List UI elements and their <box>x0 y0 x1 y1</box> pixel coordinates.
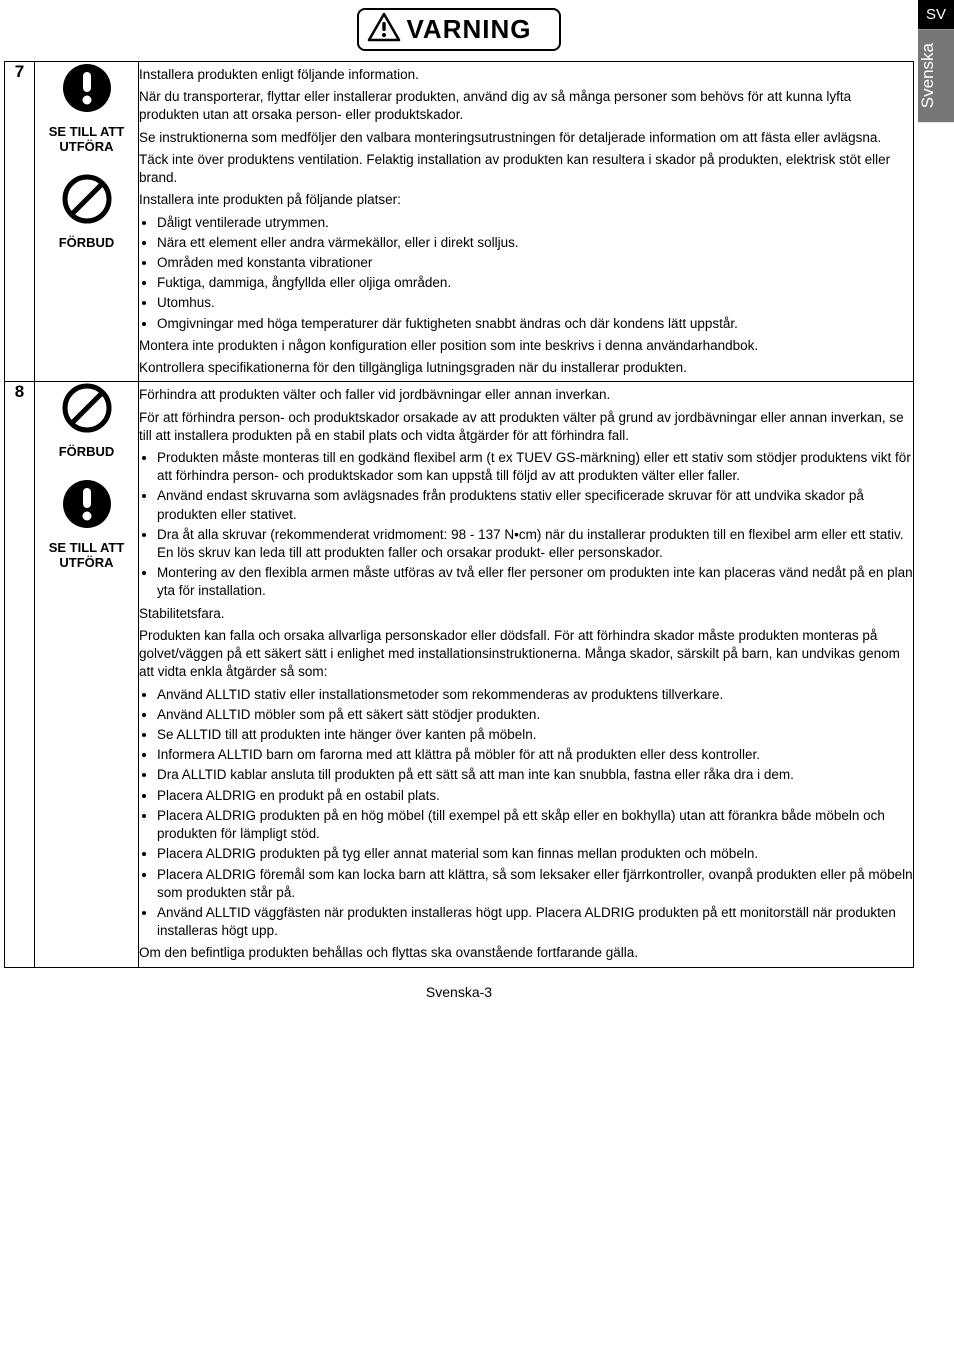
body-text: Se instruktionerna som medföljer den val… <box>139 129 913 147</box>
table-row: 7 SE TILL ATTUTFÖRA <box>5 62 914 382</box>
list-item: Utomhus. <box>157 294 913 312</box>
icon-cell: FÖRBUD SE TILL ATTUTFÖRA <box>35 382 139 967</box>
prohibit-label: FÖRBUD <box>59 445 115 460</box>
icon-cell: SE TILL ATTUTFÖRA FÖRBUD <box>35 62 139 382</box>
page: SV Svenska VARNING 7 <box>0 0 954 1008</box>
table-row: 8 FÖRBUD <box>5 382 914 967</box>
language-tab: SV Svenska <box>918 0 954 122</box>
list-item: Placera ALDRIG en produkt på en ostabil … <box>157 787 913 805</box>
list-item: Dra ALLTID kablar ansluta till produkten… <box>157 766 913 784</box>
warning-table: 7 SE TILL ATTUTFÖRA <box>4 61 914 968</box>
list-item: Se ALLTID till att produkten inte hänger… <box>157 726 913 744</box>
body-text: Produkten kan falla och orsaka allvarlig… <box>139 627 913 682</box>
text-cell: Förhindra att produkten välter och falle… <box>139 382 914 967</box>
body-text: Täck inte över produktens ventilation. F… <box>139 151 913 187</box>
list-item: Använd ALLTID möbler som på ett säkert s… <box>157 706 913 724</box>
body-text: Montera inte produkten i någon konfigura… <box>139 337 913 355</box>
list-item: Dåligt ventilerade utrymmen. <box>157 214 913 232</box>
list-item: Använd ALLTID stativ eller installations… <box>157 686 913 704</box>
title-banner: VARNING <box>357 8 562 51</box>
row-number: 7 <box>5 62 35 382</box>
list-item: Använd endast skruvarna som avlägsnades … <box>157 487 913 523</box>
list-item: Placera ALDRIG föremål som kan locka bar… <box>157 866 913 902</box>
prohibit-icon <box>61 382 113 439</box>
list-item: Informera ALLTID barn om farorna med att… <box>157 746 913 764</box>
list-item: Använd ALLTID väggfästen när produkten i… <box>157 904 913 940</box>
warning-triangle-icon <box>367 12 401 47</box>
body-text: När du transporterar, flyttar eller inst… <box>139 88 913 124</box>
page-footer: Svenska-3 <box>0 968 918 1008</box>
prohibit-icon <box>61 173 113 230</box>
body-text: Installera produkten enligt följande inf… <box>139 66 913 84</box>
prohibit-label: FÖRBUD <box>59 236 115 251</box>
mandatory-icon <box>61 478 113 535</box>
body-text: Stabilitetsfara. <box>139 605 913 623</box>
mandatory-label: SE TILL ATTUTFÖRA <box>49 541 125 571</box>
list-item: Omgivningar med höga temperaturer där fu… <box>157 315 913 333</box>
list-item: Placera ALDRIG produkten på en hög möbel… <box>157 807 913 843</box>
language-name: Svenska <box>918 29 954 122</box>
list-item: Områden med konstanta vibrationer <box>157 254 913 272</box>
content-area: VARNING 7 SE TILL ATT <box>0 0 918 1008</box>
list-item: Montering av den flexibla armen måste ut… <box>157 564 913 600</box>
title-text: VARNING <box>407 14 532 45</box>
body-text: Kontrollera specifikationerna för den ti… <box>139 359 913 377</box>
body-text: Förhindra att produkten välter och falle… <box>139 386 913 404</box>
bullet-list: Dåligt ventilerade utrymmen. Nära ett el… <box>139 214 913 333</box>
text-cell: Installera produkten enligt följande inf… <box>139 62 914 382</box>
list-item: Dra åt alla skruvar (rekommenderat vridm… <box>157 526 913 562</box>
mandatory-icon <box>61 62 113 119</box>
bullet-list: Använd ALLTID stativ eller installations… <box>139 686 913 941</box>
body-text: Om den befintliga produkten behållas och… <box>139 944 913 962</box>
mandatory-label: SE TILL ATTUTFÖRA <box>49 125 125 155</box>
list-item: Placera ALDRIG produkten på tyg eller an… <box>157 845 913 863</box>
body-text: Installera inte produkten på följande pl… <box>139 191 913 209</box>
language-code: SV <box>918 0 954 29</box>
list-item: Produkten måste monteras till en godkänd… <box>157 449 913 485</box>
row-number: 8 <box>5 382 35 967</box>
body-text: För att förhindra person- och produktska… <box>139 409 913 445</box>
bullet-list: Produkten måste monteras till en godkänd… <box>139 449 913 601</box>
title-row: VARNING <box>0 8 918 61</box>
list-item: Nära ett element eller andra värmekällor… <box>157 234 913 252</box>
list-item: Fuktiga, dammiga, ångfyllda eller oljiga… <box>157 274 913 292</box>
